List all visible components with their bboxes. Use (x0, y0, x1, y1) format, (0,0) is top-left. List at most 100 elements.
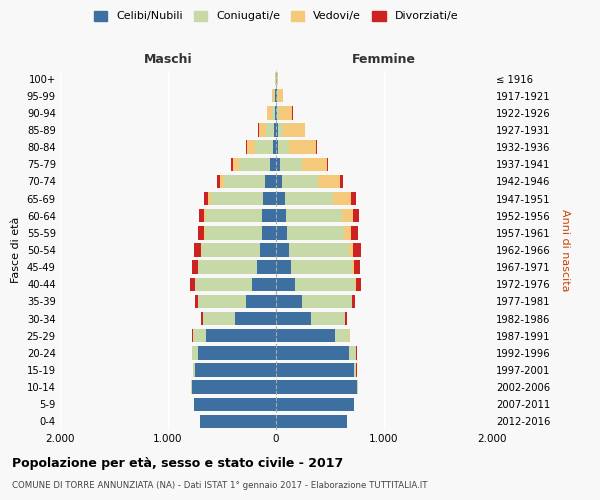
Bar (276, 209, 353, 222)
Bar (276, 124, 305, 136)
Bar (276, 72, 278, 86)
Bar (276, 106, 292, 120)
Bar (276, 294, 355, 308)
Bar (276, 380, 358, 394)
Bar (276, 106, 293, 120)
Bar (276, 244, 289, 256)
Bar (276, 106, 277, 120)
Bar (276, 364, 354, 376)
Y-axis label: Fasce di età: Fasce di età (11, 217, 21, 283)
Bar (276, 364, 356, 376)
Text: COMUNE DI TORRE ANNUNZIATA (NA) - Dati ISTAT 1° gennaio 2017 - Elaborazione TUTT: COMUNE DI TORRE ANNUNZIATA (NA) - Dati I… (12, 481, 427, 490)
Bar (206, 209, 276, 222)
Bar (191, 380, 276, 394)
Bar (276, 380, 357, 394)
Bar (201, 244, 276, 256)
Bar (276, 346, 356, 360)
Bar (193, 364, 276, 376)
Bar (263, 192, 276, 205)
Bar (193, 329, 276, 342)
Bar (267, 106, 276, 120)
Bar (211, 192, 276, 205)
Bar (265, 174, 276, 188)
Bar (190, 278, 276, 291)
Bar (195, 364, 276, 376)
Bar (274, 89, 276, 102)
Bar (276, 398, 354, 411)
Bar (274, 124, 276, 136)
Bar (273, 140, 276, 154)
Bar (203, 312, 276, 326)
Bar (276, 174, 343, 188)
Bar (276, 312, 346, 326)
Bar (195, 278, 276, 291)
Bar (276, 209, 286, 222)
Bar (266, 124, 276, 136)
Bar (208, 192, 276, 205)
Bar (276, 226, 350, 239)
Y-axis label: Anni di nascita: Anni di nascita (560, 209, 570, 291)
Bar (276, 346, 356, 360)
Bar (191, 380, 276, 394)
Bar (276, 158, 328, 171)
Bar (193, 364, 276, 376)
Text: Femmine: Femmine (352, 53, 416, 66)
Bar (276, 380, 358, 394)
Bar (200, 414, 276, 428)
Bar (206, 329, 276, 342)
Bar (276, 398, 354, 411)
Bar (276, 72, 278, 86)
Bar (276, 174, 318, 188)
Bar (246, 294, 276, 308)
Bar (276, 192, 284, 205)
Bar (276, 364, 356, 376)
Bar (194, 398, 276, 411)
Bar (276, 244, 353, 256)
Bar (276, 158, 327, 171)
Bar (194, 398, 276, 411)
Bar (239, 158, 276, 171)
Bar (276, 278, 356, 291)
Bar (276, 140, 316, 154)
Bar (194, 244, 276, 256)
Bar (192, 260, 276, 274)
Text: Popolazione per età, sesso e stato civile - 2017: Popolazione per età, sesso e stato civil… (12, 458, 343, 470)
Bar (203, 192, 276, 205)
Bar (275, 106, 276, 120)
Bar (276, 244, 361, 256)
Bar (276, 312, 347, 326)
Bar (276, 140, 289, 154)
Bar (198, 226, 276, 239)
Bar (193, 364, 276, 376)
Bar (276, 89, 283, 102)
Bar (195, 278, 276, 291)
Bar (276, 174, 283, 188)
Bar (276, 278, 361, 291)
Bar (276, 294, 352, 308)
Bar (276, 380, 358, 394)
Bar (276, 414, 347, 428)
Bar (275, 72, 276, 86)
Bar (276, 278, 355, 291)
Bar (276, 226, 358, 239)
Bar (276, 294, 302, 308)
Bar (204, 209, 276, 222)
Bar (262, 226, 276, 239)
Bar (235, 312, 276, 326)
Bar (198, 260, 276, 274)
Bar (276, 329, 349, 342)
Bar (276, 226, 287, 239)
Bar (272, 89, 276, 102)
Bar (276, 329, 350, 342)
Bar (276, 414, 347, 428)
Bar (276, 89, 278, 102)
Bar (257, 260, 276, 274)
Bar (262, 209, 276, 222)
Bar (198, 260, 276, 274)
Bar (252, 278, 276, 291)
Bar (276, 329, 335, 342)
Bar (276, 294, 352, 308)
Bar (276, 158, 280, 171)
Bar (276, 72, 277, 86)
Text: Maschi: Maschi (143, 53, 193, 66)
